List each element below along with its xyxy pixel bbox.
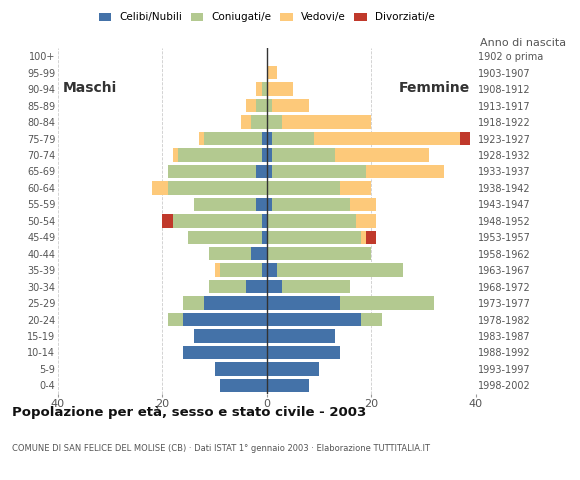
Bar <box>361 313 382 326</box>
Bar <box>267 346 340 359</box>
Bar <box>188 230 262 244</box>
Bar <box>220 379 267 392</box>
Bar <box>178 148 262 162</box>
Bar <box>267 165 272 178</box>
Text: Maschi: Maschi <box>63 81 118 95</box>
Bar <box>267 296 340 310</box>
Bar <box>168 165 256 178</box>
Bar <box>173 214 262 228</box>
Bar <box>267 132 272 145</box>
Bar <box>262 264 267 277</box>
Bar <box>251 115 267 129</box>
Bar <box>173 148 178 162</box>
Bar <box>267 198 272 211</box>
Bar <box>194 329 267 343</box>
Bar <box>340 296 434 310</box>
Text: COMUNE DI SAN FELICE DEL MOLISE (CB) · Dati ISTAT 1° gennaio 2003 · Elaborazione: COMUNE DI SAN FELICE DEL MOLISE (CB) · D… <box>12 444 430 453</box>
Bar <box>272 198 350 211</box>
Bar <box>272 165 366 178</box>
Bar <box>272 148 335 162</box>
Bar <box>168 313 183 326</box>
Bar <box>267 181 340 194</box>
Bar <box>267 329 335 343</box>
Bar <box>282 115 371 129</box>
Bar <box>366 165 444 178</box>
Bar <box>267 264 277 277</box>
Bar <box>460 132 470 145</box>
Bar <box>152 181 168 194</box>
Text: Anno di nascita: Anno di nascita <box>480 38 566 48</box>
Bar <box>272 99 309 112</box>
Legend: Celibi/Nubili, Coniugati/e, Vedovi/e, Divorziati/e: Celibi/Nubili, Coniugati/e, Vedovi/e, Di… <box>95 8 439 26</box>
Bar <box>256 99 267 112</box>
Bar <box>209 247 251 261</box>
Bar <box>262 132 267 145</box>
Bar <box>267 99 272 112</box>
Bar <box>204 132 262 145</box>
Bar <box>277 264 403 277</box>
Bar <box>267 247 371 261</box>
Bar <box>204 296 267 310</box>
Bar <box>267 66 277 79</box>
Bar <box>256 83 262 96</box>
Bar <box>262 214 267 228</box>
Bar <box>350 198 376 211</box>
Bar <box>267 313 361 326</box>
Text: Popolazione per età, sesso e stato civile - 2003: Popolazione per età, sesso e stato civil… <box>12 406 366 419</box>
Bar <box>314 132 460 145</box>
Bar <box>194 198 256 211</box>
Bar <box>256 198 267 211</box>
Bar <box>335 148 429 162</box>
Bar <box>272 132 314 145</box>
Bar <box>209 280 246 293</box>
Bar <box>183 296 204 310</box>
Bar <box>162 214 173 228</box>
Bar <box>267 230 361 244</box>
Bar <box>251 247 267 261</box>
Bar <box>267 115 282 129</box>
Bar <box>356 214 376 228</box>
Bar <box>282 280 350 293</box>
Bar <box>340 181 371 194</box>
Bar <box>256 165 267 178</box>
Bar <box>215 362 267 376</box>
Bar <box>267 148 272 162</box>
Bar <box>267 214 356 228</box>
Bar <box>246 99 256 112</box>
Bar <box>183 346 267 359</box>
Bar <box>262 230 267 244</box>
Bar <box>366 230 376 244</box>
Bar <box>262 83 267 96</box>
Bar <box>220 264 262 277</box>
Text: Femmine: Femmine <box>399 81 470 95</box>
Bar <box>262 148 267 162</box>
Bar <box>267 280 282 293</box>
Bar <box>183 313 267 326</box>
Bar <box>246 280 267 293</box>
Bar <box>168 181 267 194</box>
Bar <box>199 132 204 145</box>
Bar <box>267 362 319 376</box>
Bar <box>215 264 220 277</box>
Bar <box>267 379 309 392</box>
Bar <box>361 230 366 244</box>
Bar <box>241 115 251 129</box>
Bar <box>267 83 293 96</box>
